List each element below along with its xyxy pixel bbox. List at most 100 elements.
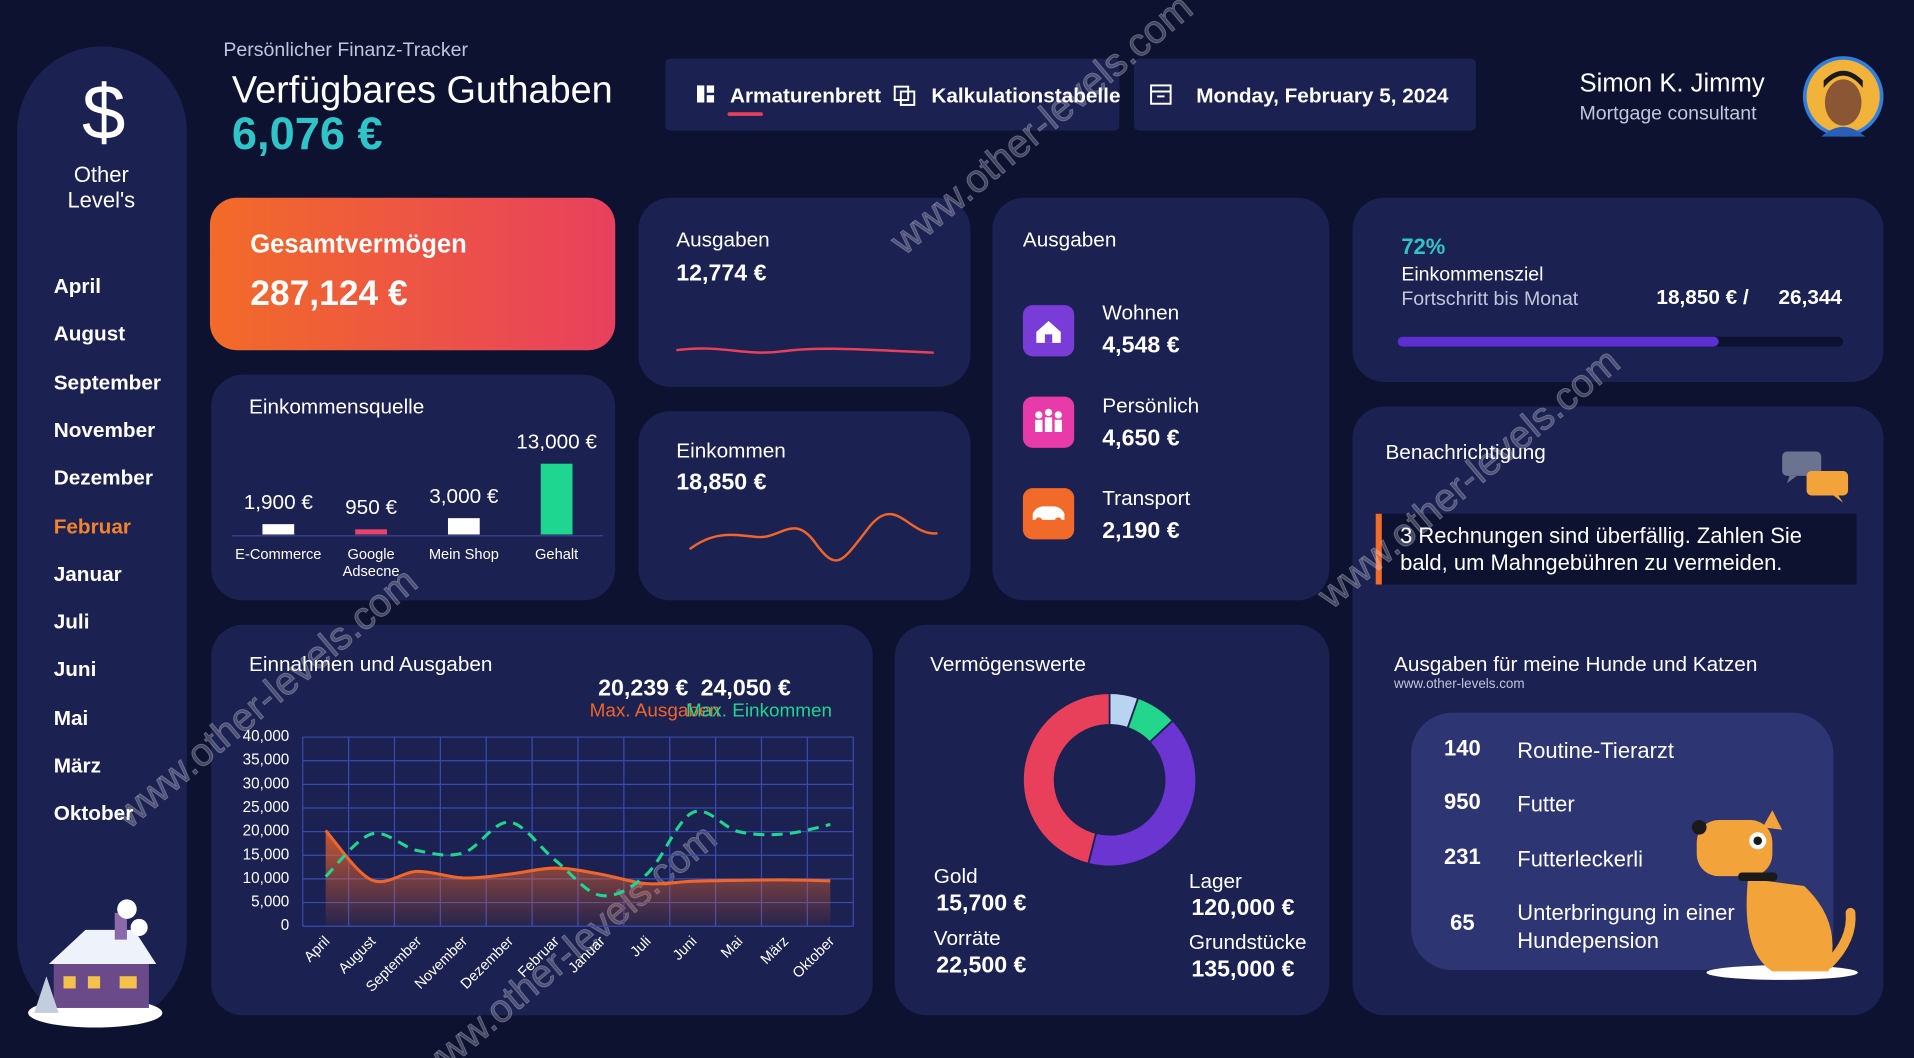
month[interactable]: April [53, 274, 101, 298]
value-label: 1,900 € [244, 491, 314, 514]
watermark: www.other-levels.com [107, 560, 426, 838]
category-value: 2,190 € [1102, 518, 1180, 545]
month[interactable]: September [53, 370, 161, 394]
url: www.other-levels.com [1393, 677, 1525, 692]
donut-value: 135,000 € [1191, 955, 1294, 981]
y-tick-label: 10,000 [243, 870, 290, 887]
date-box [1133, 58, 1476, 131]
nav-item[interactable]: Kalkulationstabelle [931, 84, 1121, 108]
pet-label: Futterleckerli [1517, 846, 1644, 872]
donut-card [894, 624, 1330, 1016]
progress-track [1397, 336, 1844, 347]
logo: $ [82, 68, 126, 157]
bar [262, 524, 295, 535]
month[interactable]: März [53, 754, 101, 778]
month[interactable]: November [53, 418, 156, 442]
calendar-icon [1150, 84, 1172, 105]
card-title: Benachrichtigung [1385, 440, 1546, 464]
watermark: www.other-levels.com [882, 0, 1201, 264]
date: Monday, February 5, 2024 [1196, 84, 1449, 108]
y-tick-label: 5,000 [251, 894, 289, 911]
brand: Other [73, 162, 129, 187]
brand: Level's [67, 187, 136, 213]
card-title: Gesamtvermögen [250, 230, 467, 259]
donut-value: 120,000 € [1191, 894, 1294, 920]
progress-label: 72% [1401, 234, 1446, 259]
category-label: Google Adsecne [342, 545, 400, 580]
line [324, 809, 831, 898]
nav-item[interactable]: Armaturenbrett [729, 84, 882, 108]
card-value: 287,124 € [250, 274, 408, 314]
bar [355, 529, 387, 535]
card-title: Einkommen [676, 439, 786, 463]
category-label: Transport [1102, 486, 1191, 511]
dashboard-icon [696, 85, 715, 103]
card-title: Vermögenswerte [930, 652, 1086, 677]
pet-label: Futter [1517, 791, 1575, 817]
x-tick-label: August [336, 934, 380, 978]
goal-title: Einkommensziel [1401, 264, 1544, 286]
month[interactable]: Oktober [53, 802, 134, 826]
expenses-sparkline [676, 347, 934, 354]
goal-target: 26,344 [1778, 285, 1842, 309]
transport-icon [1022, 488, 1075, 540]
bar [447, 518, 480, 535]
total-assets-card [209, 197, 616, 351]
pet-amount: 140 [1444, 735, 1481, 761]
progress-fill [1397, 336, 1719, 347]
y-tick-label: 15,000 [243, 846, 290, 863]
category-label: Wohnen [1102, 301, 1180, 325]
x-tick-label: Juli [628, 934, 655, 961]
category-label: Persönlich [1102, 394, 1200, 418]
subtitle: Persönlicher Finanz-Tracker [223, 40, 468, 62]
x-tick-label: Oktober [790, 934, 838, 982]
value-label: 3,000 € [429, 485, 499, 508]
card-title: Ausgaben [676, 228, 770, 252]
x-tick-label: Juni [670, 934, 700, 964]
category-label: Mein Shop [428, 545, 499, 563]
sidebar [17, 46, 187, 1026]
income-card [638, 411, 971, 601]
expenses-card [638, 197, 971, 387]
donut-label: Gold [934, 865, 978, 888]
line [324, 829, 831, 886]
month[interactable]: Dezember [53, 466, 153, 490]
sheet-icon [893, 85, 916, 106]
y-tick-label: 35,000 [243, 752, 290, 769]
value-label: 13,000 € [516, 430, 597, 453]
housing-icon [1022, 305, 1075, 357]
pet-label: Unterbringung in einer Hundepension [1517, 900, 1735, 954]
title: Verfügbares Guthaben [231, 68, 613, 112]
month[interactable]: Mai [53, 706, 89, 730]
pet-amount: 950 [1444, 789, 1481, 814]
category-value: 4,650 € [1102, 425, 1180, 452]
dog-illustration [1691, 810, 1858, 980]
personal-icon [1022, 396, 1075, 448]
house-illustration [28, 899, 163, 1028]
watermark: www.other-levels.com [406, 816, 725, 1058]
month[interactable]: Juni [53, 658, 97, 682]
donut-label: Lager [1189, 870, 1242, 893]
legend-label: Max. Ausgaben [590, 700, 720, 721]
month[interactable]: Januar [53, 562, 122, 586]
notification-message: 3 Rechnungen sind überfällig. Zahlen Sie… [1400, 523, 1802, 575]
y-tick-label: 25,000 [243, 799, 290, 816]
pet-label: Routine-Tierarzt [1517, 738, 1674, 763]
user-name: Simon K. Jimmy [1579, 69, 1765, 98]
month[interactable]: August [53, 322, 126, 346]
donut-label: Grundstücke [1189, 931, 1307, 954]
month[interactable]: Februar [53, 514, 131, 538]
balance: 6,076 € [231, 108, 383, 159]
category-label: Gehalt [535, 545, 579, 563]
pet-amount: 65 [1450, 910, 1475, 935]
month[interactable]: Juli [53, 610, 90, 634]
x-tick-label: Mai [718, 934, 746, 962]
card-title: Ausgaben für meine Hunde und Katzen [1393, 652, 1758, 677]
donut-segment [1021, 692, 1111, 865]
legend-value: 20,239 € [598, 675, 688, 701]
y-tick-label: 20,000 [243, 823, 290, 840]
goal-card [1352, 197, 1884, 382]
donut-label: Vorräte [934, 927, 1001, 950]
